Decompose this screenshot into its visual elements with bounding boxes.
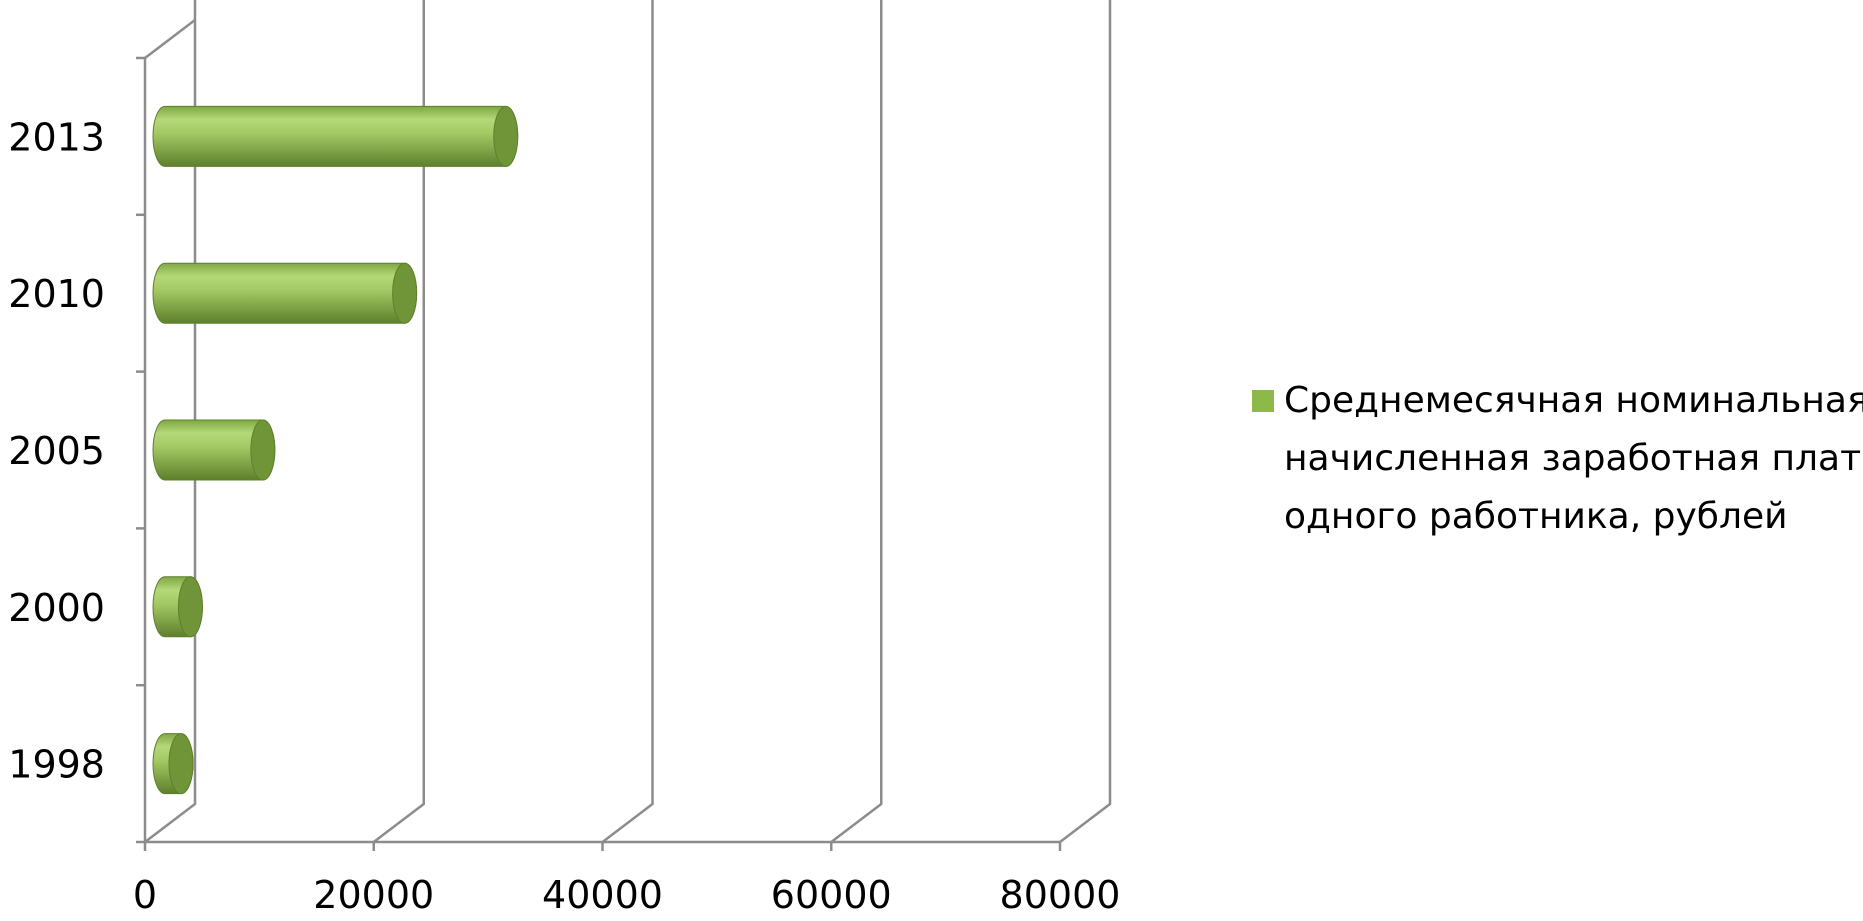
- gridline: [372, 0, 425, 843]
- bar-cap: [177, 576, 203, 638]
- bar-2010: [152, 262, 418, 324]
- gridline: [830, 0, 883, 843]
- x-tick-label: 0: [133, 873, 157, 917]
- y-tick-label: 2005: [8, 429, 105, 473]
- y-tick-label: 2010: [8, 272, 105, 316]
- y-tick-label: 1998: [8, 743, 105, 787]
- bar-2013: [152, 105, 519, 167]
- legend-swatch: [1252, 390, 1274, 412]
- legend: Среднемесячная номинальная начисленная з…: [1252, 380, 1863, 537]
- gridlines: [136, 0, 1112, 851]
- bar-2000: [152, 576, 203, 638]
- bar-2005: [152, 419, 276, 481]
- legend-label-line-1: Среднемесячная номинальная: [1284, 380, 1863, 421]
- bar-cap: [250, 419, 276, 481]
- gridline: [601, 0, 654, 843]
- x-tick-label: 60000: [771, 873, 892, 917]
- x-axis-tick-labels: 0 20000 40000 60000 80000: [133, 873, 1121, 917]
- y-tick-label: 2013: [8, 115, 105, 159]
- x-tick-label: 20000: [313, 873, 434, 917]
- x-tick-label: 80000: [1000, 873, 1121, 917]
- y-axis-tick-labels: 1998 2000 2005 2010 2013: [8, 115, 105, 786]
- y-tick-label: 2000: [8, 586, 105, 630]
- bar-body: [152, 105, 519, 167]
- x-tick-label: 40000: [542, 873, 663, 917]
- bars: [152, 105, 519, 795]
- legend-label-line-2: начисленная заработная плата: [1284, 438, 1863, 479]
- gridline: [1059, 0, 1112, 843]
- bar-cap: [493, 105, 519, 167]
- bar-cap: [168, 733, 194, 795]
- bar-body: [152, 262, 418, 324]
- bar-1998: [152, 733, 194, 795]
- legend-label-line-3: одного работника, рублей: [1284, 496, 1788, 537]
- bar-cap: [392, 262, 418, 324]
